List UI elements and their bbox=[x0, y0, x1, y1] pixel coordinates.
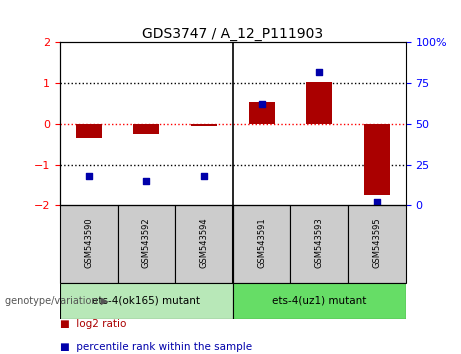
Bar bbox=[290, 205, 348, 283]
Bar bbox=[348, 205, 406, 283]
Point bbox=[200, 173, 207, 179]
Text: ets-4(ok165) mutant: ets-4(ok165) mutant bbox=[92, 296, 201, 306]
Point bbox=[258, 102, 266, 107]
Text: GSM543591: GSM543591 bbox=[257, 217, 266, 268]
Bar bbox=[175, 205, 233, 283]
Text: ■  log2 ratio: ■ log2 ratio bbox=[60, 319, 126, 329]
Bar bbox=[248, 102, 275, 124]
Text: GSM543595: GSM543595 bbox=[372, 217, 381, 268]
Bar bbox=[118, 205, 175, 283]
Point bbox=[85, 173, 92, 179]
Bar bbox=[76, 124, 102, 138]
Bar bbox=[191, 124, 217, 126]
Text: GSM543594: GSM543594 bbox=[200, 217, 208, 268]
Title: GDS3747 / A_12_P111903: GDS3747 / A_12_P111903 bbox=[142, 28, 323, 41]
Text: GSM543593: GSM543593 bbox=[315, 217, 324, 268]
Text: genotype/variation ▶: genotype/variation ▶ bbox=[5, 296, 108, 306]
Bar bbox=[60, 205, 118, 283]
Bar bbox=[306, 82, 332, 124]
Point bbox=[373, 199, 381, 205]
Text: ets-4(uz1) mutant: ets-4(uz1) mutant bbox=[272, 296, 366, 306]
Bar bbox=[233, 205, 290, 283]
Point bbox=[142, 178, 150, 184]
Point bbox=[315, 69, 323, 75]
Bar bbox=[233, 283, 406, 319]
Text: GSM543590: GSM543590 bbox=[84, 217, 93, 268]
Bar bbox=[133, 124, 160, 134]
Text: ■  percentile rank within the sample: ■ percentile rank within the sample bbox=[60, 342, 252, 352]
Bar bbox=[60, 283, 233, 319]
Bar bbox=[364, 124, 390, 195]
Text: GSM543592: GSM543592 bbox=[142, 217, 151, 268]
